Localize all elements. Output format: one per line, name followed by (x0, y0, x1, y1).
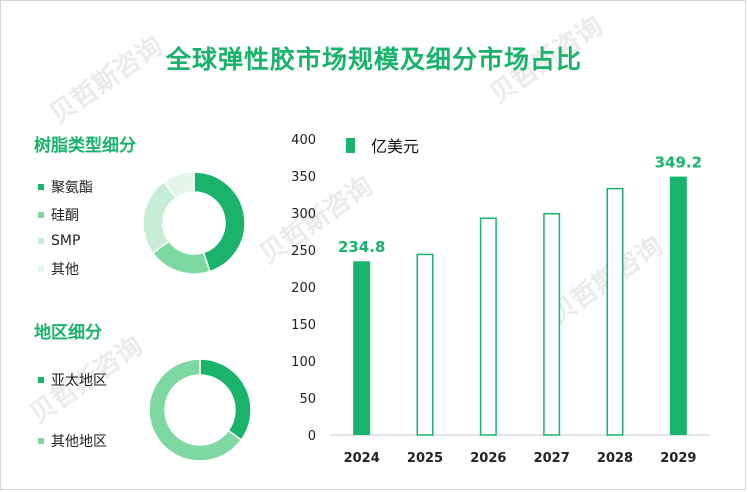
region-legend-item: 亚太地区 (38, 370, 107, 390)
x-tick-label: 2028 (597, 451, 633, 466)
legend-swatch (346, 137, 355, 153)
donut-slice (199, 358, 252, 442)
x-tick-label: 2029 (660, 451, 696, 466)
y-tick-label: 100 (291, 355, 316, 370)
y-tick-label: 250 (291, 244, 316, 259)
donut-slice (162, 171, 195, 199)
donut-slice (148, 358, 243, 462)
resin-legend-item: 其他 (38, 259, 79, 279)
legend-label: SMP (51, 233, 81, 249)
y-tick-label: 350 (291, 170, 316, 185)
legend-label: 聚氨酯 (51, 180, 93, 196)
data-label: 349.2 (655, 154, 702, 172)
y-tick-label: 200 (291, 281, 316, 296)
y-tick-label: 50 (299, 392, 316, 407)
legend-dot (38, 238, 44, 244)
legend-dot (38, 212, 44, 218)
bar-2026 (479, 217, 497, 436)
legend-dot (38, 377, 44, 383)
resin-legend-item: SMP (38, 233, 80, 249)
bar-2024 (353, 261, 371, 435)
bar-2028 (606, 187, 624, 436)
bar-legend: 亿美元 (346, 133, 419, 157)
x-tick-label: 2027 (534, 451, 570, 466)
y-tick-label: 0 (308, 429, 316, 444)
bar-2025 (416, 253, 434, 436)
bar-2027 (543, 212, 561, 436)
resin-legend-item: 硅酮 (38, 205, 79, 225)
legend-label: 亿美元 (371, 137, 420, 156)
legend-label: 其他地区 (51, 434, 107, 450)
y-tick-label: 300 (291, 207, 316, 222)
legend-label: 硅酮 (51, 208, 79, 224)
x-tick-label: 2026 (470, 451, 506, 466)
y-tick-label: 150 (291, 318, 316, 333)
x-tick-label: 2024 (344, 451, 380, 466)
y-tick-label: 400 (291, 133, 316, 148)
donut-slice (193, 171, 246, 273)
resin-section-title: 树脂类型细分 (34, 136, 136, 156)
legend-label: 其他 (51, 262, 79, 278)
region-section-title: 地区细分 (34, 323, 102, 343)
legend-dot (38, 184, 44, 190)
legend-label: 亚太地区 (51, 373, 107, 389)
bar-2029 (669, 176, 687, 436)
x-tick-label: 2025 (407, 451, 443, 466)
page-title: 全球弹性胶市场规模及细分市场占比 (165, 45, 582, 74)
resin-legend-item: 聚氨酯 (38, 177, 93, 197)
data-label: 234.8 (338, 238, 385, 256)
legend-dot (38, 266, 44, 272)
legend-dot (38, 438, 44, 444)
region-legend-item: 其他地区 (38, 431, 107, 451)
